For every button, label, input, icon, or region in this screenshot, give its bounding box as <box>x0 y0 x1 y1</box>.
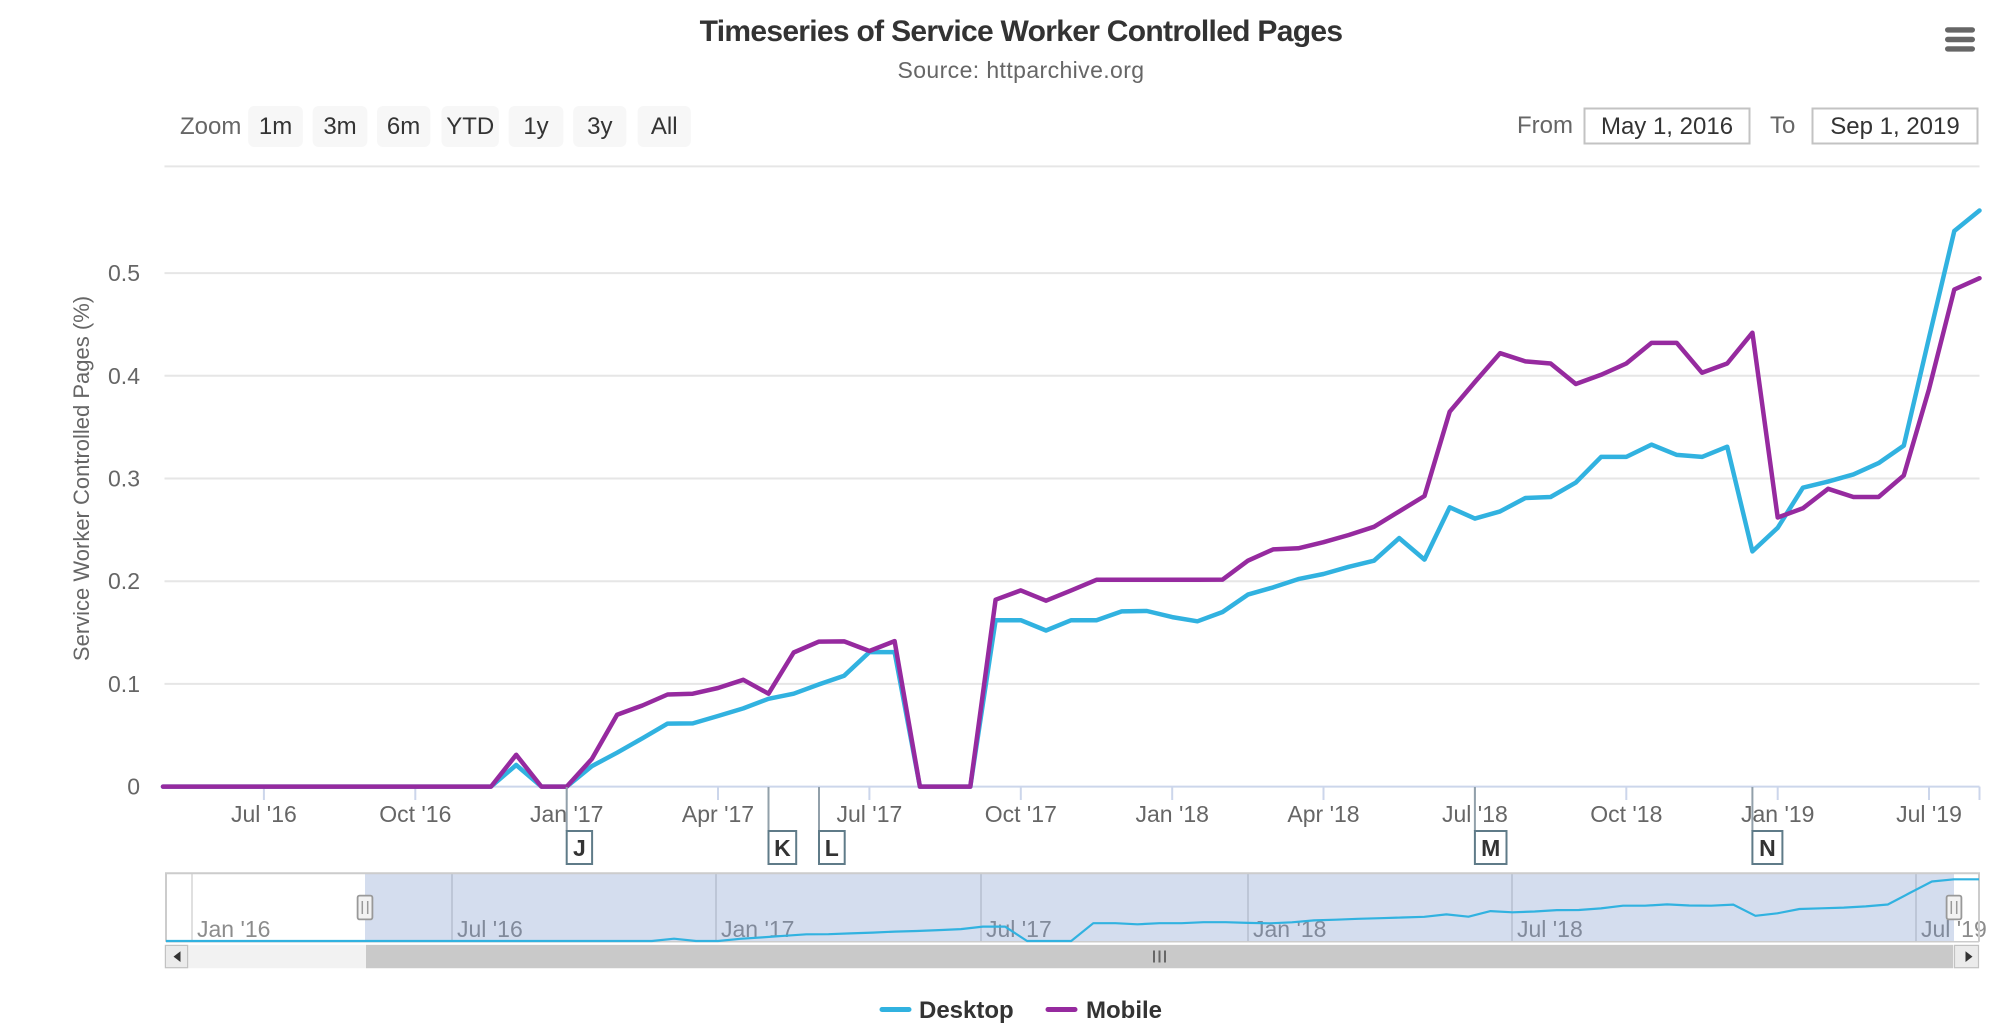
svg-text:Apr '17: Apr '17 <box>682 801 754 827</box>
svg-text:Oct '17: Oct '17 <box>985 801 1057 827</box>
svg-text:Jan '18: Jan '18 <box>1135 801 1208 827</box>
svg-text:6m: 6m <box>387 113 420 140</box>
svg-text:Jul '17: Jul '17 <box>837 801 903 827</box>
svg-text:Source: httparchive.org: Source: httparchive.org <box>898 57 1145 83</box>
svg-text:Mobile: Mobile <box>1086 997 1162 1024</box>
svg-text:K: K <box>774 835 791 861</box>
svg-text:To: To <box>1770 112 1795 139</box>
svg-text:J: J <box>573 835 586 861</box>
svg-text:1y: 1y <box>523 113 548 140</box>
svg-text:Desktop: Desktop <box>919 997 1014 1024</box>
svg-text:Oct '18: Oct '18 <box>1590 801 1662 827</box>
svg-text:0.4: 0.4 <box>108 363 140 389</box>
svg-text:0: 0 <box>127 774 140 800</box>
svg-text:YTD: YTD <box>446 113 494 140</box>
svg-text:From: From <box>1517 112 1573 139</box>
svg-text:Jul '16: Jul '16 <box>457 916 523 942</box>
svg-text:Sep 1, 2019: Sep 1, 2019 <box>1830 113 1959 140</box>
svg-text:0.2: 0.2 <box>108 568 140 594</box>
svg-text:0.3: 0.3 <box>108 466 140 492</box>
svg-text:L: L <box>825 835 839 861</box>
svg-text:1m: 1m <box>259 113 292 140</box>
svg-text:M: M <box>1481 835 1500 861</box>
svg-text:Zoom: Zoom <box>180 113 241 140</box>
svg-text:Jan '16: Jan '16 <box>197 916 270 942</box>
svg-text:Oct '16: Oct '16 <box>379 801 451 827</box>
svg-text:Jul '19: Jul '19 <box>1896 801 1962 827</box>
svg-text:0.5: 0.5 <box>108 260 140 286</box>
svg-text:Apr '18: Apr '18 <box>1287 801 1359 827</box>
svg-text:3m: 3m <box>323 113 356 140</box>
svg-text:Jul '18: Jul '18 <box>1517 916 1583 942</box>
svg-text:Jul '17: Jul '17 <box>986 916 1052 942</box>
svg-text:All: All <box>651 113 678 140</box>
svg-text:N: N <box>1759 835 1776 861</box>
svg-text:Service Worker Controlled Page: Service Worker Controlled Pages (%) <box>69 296 94 661</box>
svg-text:May 1, 2016: May 1, 2016 <box>1601 113 1733 140</box>
svg-text:0.1: 0.1 <box>108 671 140 697</box>
svg-text:Timeseries of Service Worker C: Timeseries of Service Worker Controlled … <box>700 15 1343 48</box>
svg-text:Jul '19: Jul '19 <box>1921 916 1987 942</box>
svg-text:3y: 3y <box>587 113 612 140</box>
svg-text:Jul '16: Jul '16 <box>231 801 297 827</box>
